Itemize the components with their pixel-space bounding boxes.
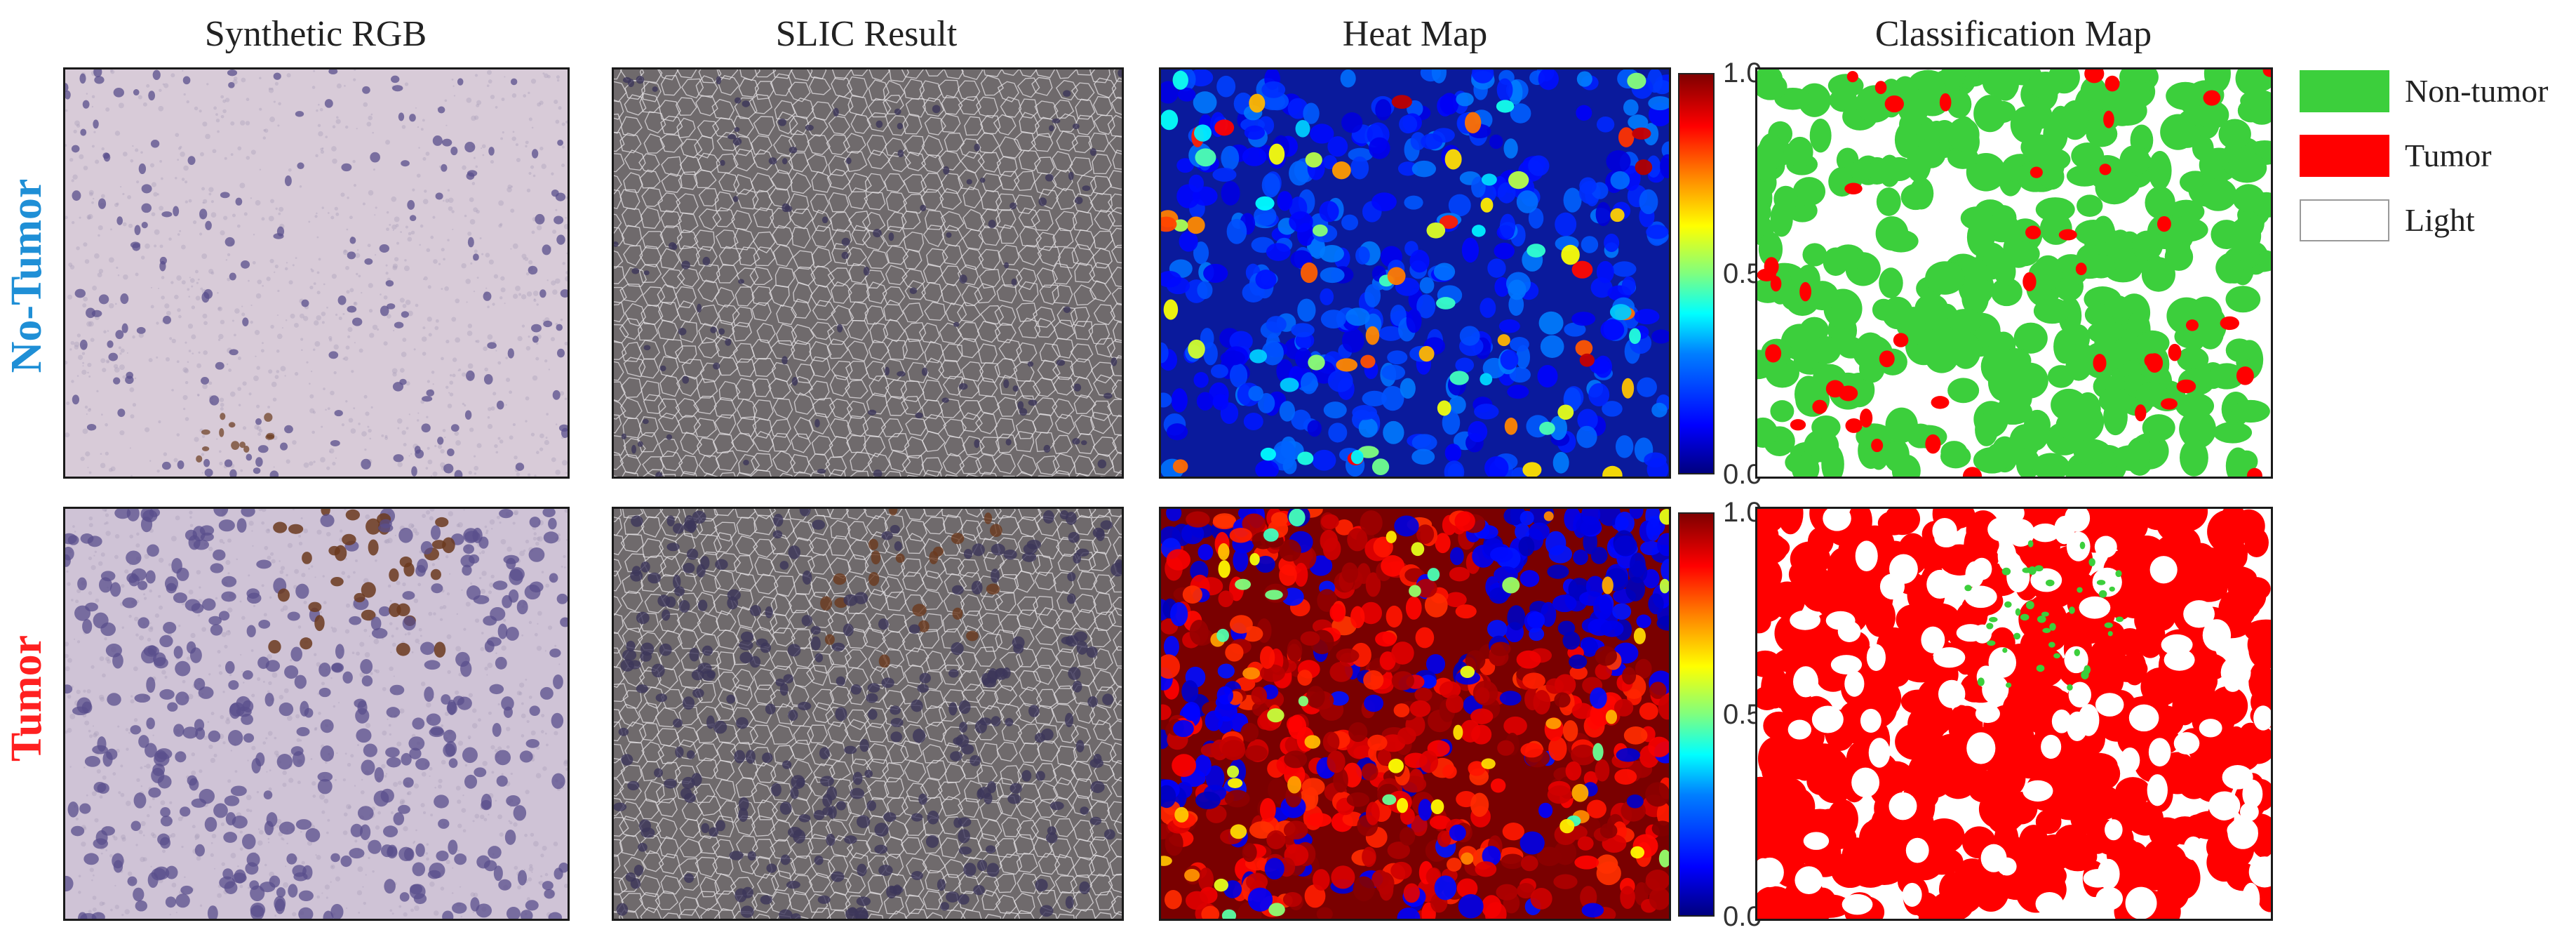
legend-label-light: Light	[2405, 202, 2475, 238]
classification-map-tumor-image	[1755, 507, 2273, 921]
heat-map-tumor-image	[1159, 507, 1671, 921]
legend-swatch-non-tumor	[2300, 70, 2389, 112]
synthetic-rgb-no-tumor-image	[63, 67, 570, 479]
title-slic-result: SLIC Result	[775, 14, 958, 54]
heat-map-no-tumor-image	[1159, 67, 1671, 479]
synthetic-rgb-tumor-image	[63, 507, 570, 921]
legend-label-non-tumor: Non-tumor	[2405, 73, 2549, 109]
colorbar-no-tumor	[1678, 73, 1715, 474]
row-label-no-tumor: No-Tumor	[3, 178, 51, 373]
legend-swatch-light	[2300, 199, 2389, 241]
colorbar-tumor	[1678, 512, 1715, 917]
legend-swatch-tumor	[2300, 135, 2389, 177]
legend-label-tumor: Tumor	[2405, 138, 2492, 173]
title-classification-map: Classification Map	[1874, 14, 2152, 54]
slic-result-tumor-image	[612, 507, 1124, 921]
row-label-tumor: Tumor	[3, 634, 51, 762]
title-synthetic-rgb: Synthetic RGB	[204, 14, 427, 54]
classification-map-no-tumor-image	[1755, 67, 2273, 479]
slic-result-no-tumor-image	[612, 67, 1124, 479]
title-heat-map: Heat Map	[1342, 14, 1488, 54]
